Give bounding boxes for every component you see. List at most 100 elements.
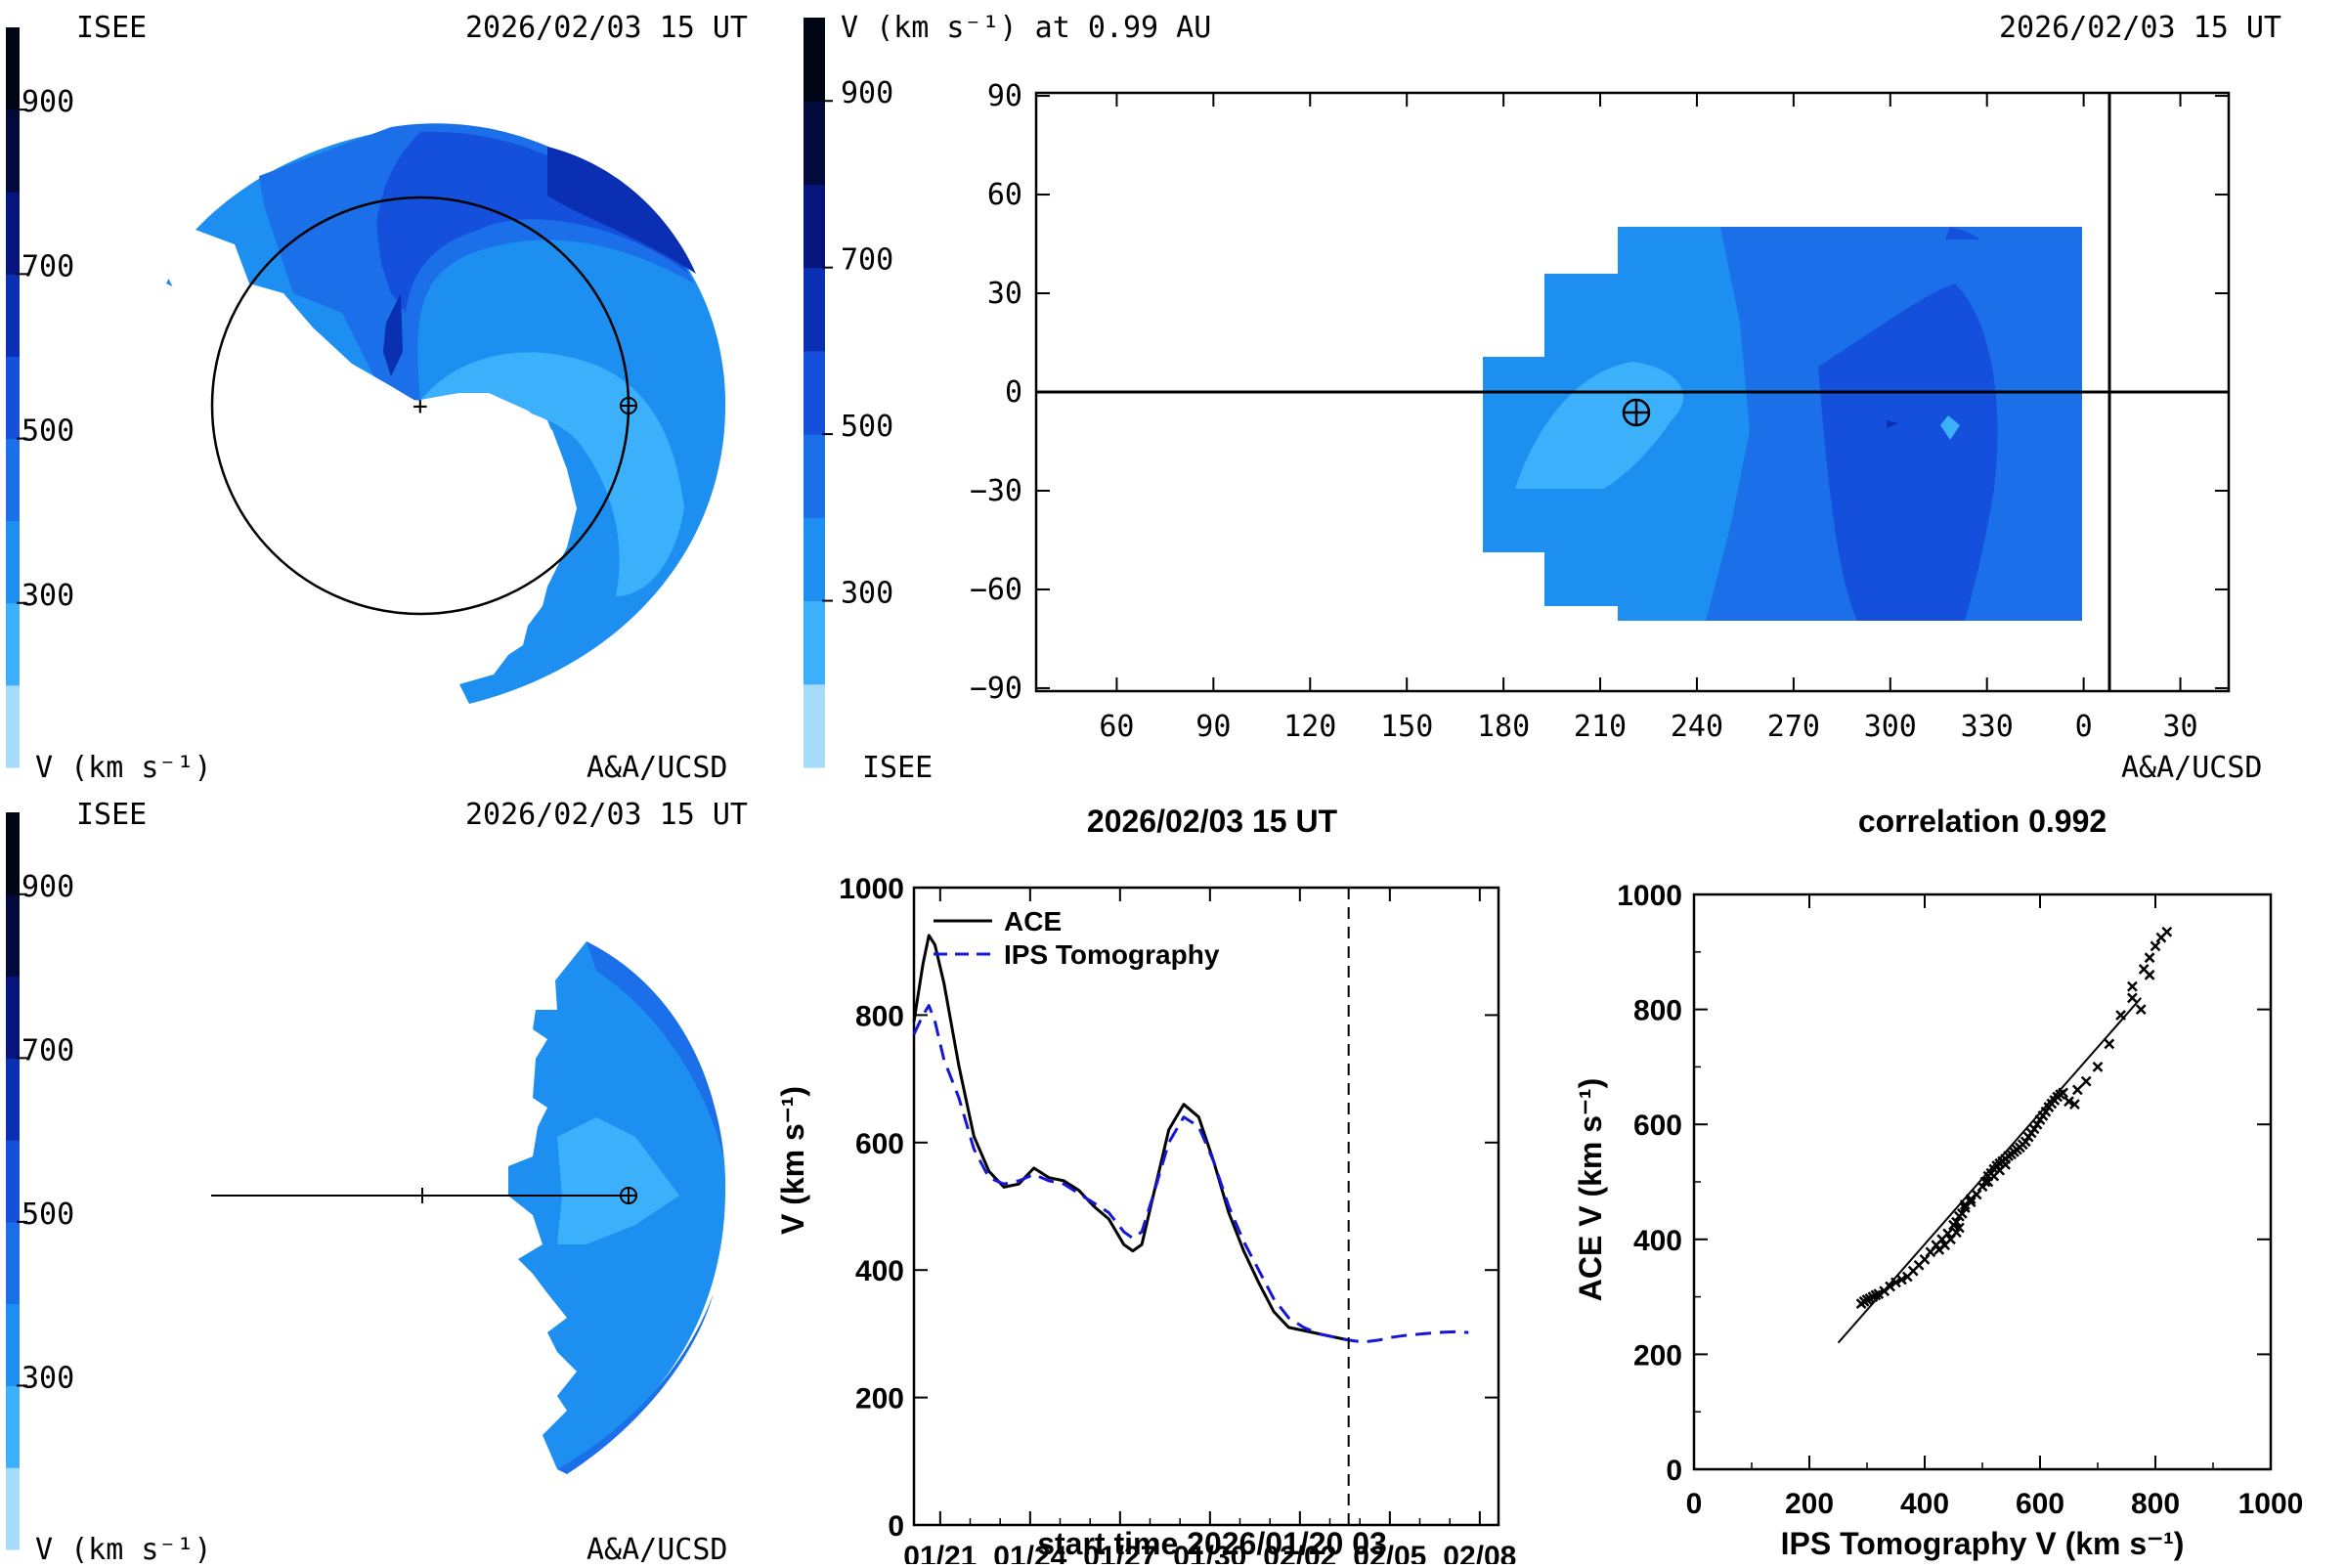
x-tick-label: 01/24: [993, 1541, 1066, 1564]
scatter-point: [2058, 1087, 2068, 1099]
timeseries-chart: 2026/02/03 15 UT start time 2026/01/20 0…: [775, 804, 1516, 1568]
scatter-point: [2080, 1075, 2092, 1087]
colorbar-segment: [804, 683, 825, 768]
x-tick-label: 1000: [2238, 1488, 2304, 1520]
map-credit: A&A/UCSD: [2121, 751, 2263, 782]
velocity-region: [420, 352, 684, 596]
scatter-point: [2161, 926, 2173, 937]
x-tick-label: 600: [2016, 1488, 2064, 1520]
velocity-region: [376, 131, 689, 313]
colorbar-segment: [6, 1140, 20, 1223]
scatter-point: [1861, 1294, 1873, 1305]
org-label: ISEE: [76, 798, 147, 832]
scatter-point: [1942, 1228, 1953, 1240]
y-tick-label: 0: [1005, 375, 1022, 410]
velocity-field: [508, 941, 726, 1474]
org-label: ISEE: [76, 11, 147, 45]
timeseries-panel: 2026/02/03 15 UT start time 2026/01/20 0…: [762, 785, 1544, 1568]
colorbar-segment: [6, 356, 20, 440]
y-tick-label: 1000: [1617, 880, 1682, 912]
date-label: 2026/02/03 15 UT: [465, 11, 748, 45]
inner-void: [161, 230, 567, 675]
unit-label: V (km s⁻¹): [35, 751, 212, 782]
y-tick-label: 200: [1633, 1339, 1682, 1372]
scatter-point: [1870, 1289, 1882, 1301]
scatter-point: [1885, 1281, 1895, 1292]
x-tick-label: 60: [1099, 710, 1134, 744]
scatter-point: [2127, 992, 2138, 1004]
scatter-panel: correlation 0.992 IPS Tomography V (km s…: [1544, 785, 2346, 1564]
map-org: ISEE: [862, 751, 933, 782]
colorbar-tick-label: 900: [22, 870, 74, 904]
y-tick-label: 0: [1666, 1455, 1682, 1487]
scatter-point: [1933, 1244, 1945, 1255]
y-tick-label: 400: [855, 1255, 904, 1287]
unit-label: V (km s⁻¹): [35, 1533, 212, 1564]
ecliptic-panel: 300 500 700 900 ISEE 2026/02/03 15 UT V (km…: [0, 0, 762, 785]
x-axis-label: start time 2026/01/20 03: [1037, 1526, 1387, 1561]
colorbar-segment: [804, 101, 825, 185]
y-tick-label: 30: [987, 277, 1022, 311]
x-tick-label: 01/30: [1173, 1541, 1246, 1564]
colorbar-tick-label: 500: [22, 414, 74, 449]
colorbar-segment: [6, 812, 20, 895]
plot-frame: [1692, 893, 2273, 1471]
y-tick-label: 60: [987, 178, 1022, 212]
y-tick-label: 800: [1633, 995, 1682, 1027]
chart-title: 2026/02/03 15 UT: [1087, 804, 1338, 839]
map-title: V (km s⁻¹) at 0.99 AU: [841, 11, 1211, 45]
map-x-axis: 60 90 120 150 180 210 240 270 300 330 0 30: [1099, 93, 2198, 744]
y-tick-label: 200: [855, 1383, 904, 1416]
colorbar-segment: [804, 600, 825, 685]
colorbar-tick-label: 700: [841, 243, 893, 278]
y-tick-label: 400: [1633, 1225, 1682, 1257]
chart-title: correlation 0.992: [1858, 804, 2107, 839]
x-tick-label: 200: [1785, 1488, 1834, 1520]
map-field: [1483, 227, 2082, 621]
x-tick-label: 180: [1477, 710, 1530, 744]
scatter-point: [2069, 1099, 2080, 1111]
meridional-panel: 300 500 700 900 ISEE 2026/02/03 15 UT V (km…: [0, 785, 762, 1567]
scatter-point: [2104, 1038, 2115, 1050]
ace-series-line: [912, 934, 1350, 1342]
scatter-point: [1959, 1199, 1971, 1210]
scatter-point: [2071, 1084, 2083, 1096]
velocity-region: [383, 293, 403, 376]
colorbar-tick-label: 500: [22, 1198, 74, 1232]
y-axis-label: V (km s⁻¹): [775, 1086, 810, 1235]
colorbar-segment: [6, 976, 20, 1059]
y-tick-label: −30: [970, 474, 1022, 508]
colorbar-tick-label: 900: [22, 85, 74, 119]
x-tick-label: 01/21: [903, 1541, 977, 1564]
colorbar-segment: [804, 517, 825, 602]
y-tick-label: 90: [987, 79, 1022, 113]
colorbar-segment: [6, 1058, 20, 1141]
x-tick-label: 240: [1671, 710, 1723, 744]
scatter-point: [1896, 1274, 1907, 1285]
scatter-chart: correlation 0.992 IPS Tomography V (km s…: [1573, 804, 2304, 1561]
map-y-axis: 90 60 30 0 −30 −60 −90: [970, 79, 2229, 706]
y-tick-label: 800: [855, 1000, 904, 1032]
scatter-point: [2144, 952, 2155, 964]
scatter-point: [1956, 1207, 1968, 1219]
colorbar-tick-label: 300: [22, 1361, 74, 1395]
x-tick-label: 120: [1283, 710, 1336, 744]
colorbar-tick-label: 300: [841, 577, 893, 611]
x-tick-label: 270: [1767, 710, 1820, 744]
colorbar-segment: [804, 350, 825, 435]
y-tick-label: −60: [970, 573, 1022, 607]
x-tick-label: 02/05: [1353, 1541, 1426, 1564]
y-tick-label: 0: [888, 1510, 904, 1543]
colorbar-segment: [6, 27, 20, 110]
legend-label: IPS Tomography: [1004, 939, 1220, 970]
colorbar-segment: [6, 1385, 20, 1468]
x-tick-label: 300: [1864, 710, 1917, 744]
scatter-point: [2150, 940, 2161, 952]
colorbar-segment: [6, 109, 20, 193]
legend-label: ACE: [1004, 906, 1062, 936]
colorbar-segment: [6, 1303, 20, 1386]
scatter-point: [1951, 1216, 1962, 1228]
colorbar-segment: [6, 684, 20, 768]
colorbar-tick-label: 300: [22, 579, 74, 613]
